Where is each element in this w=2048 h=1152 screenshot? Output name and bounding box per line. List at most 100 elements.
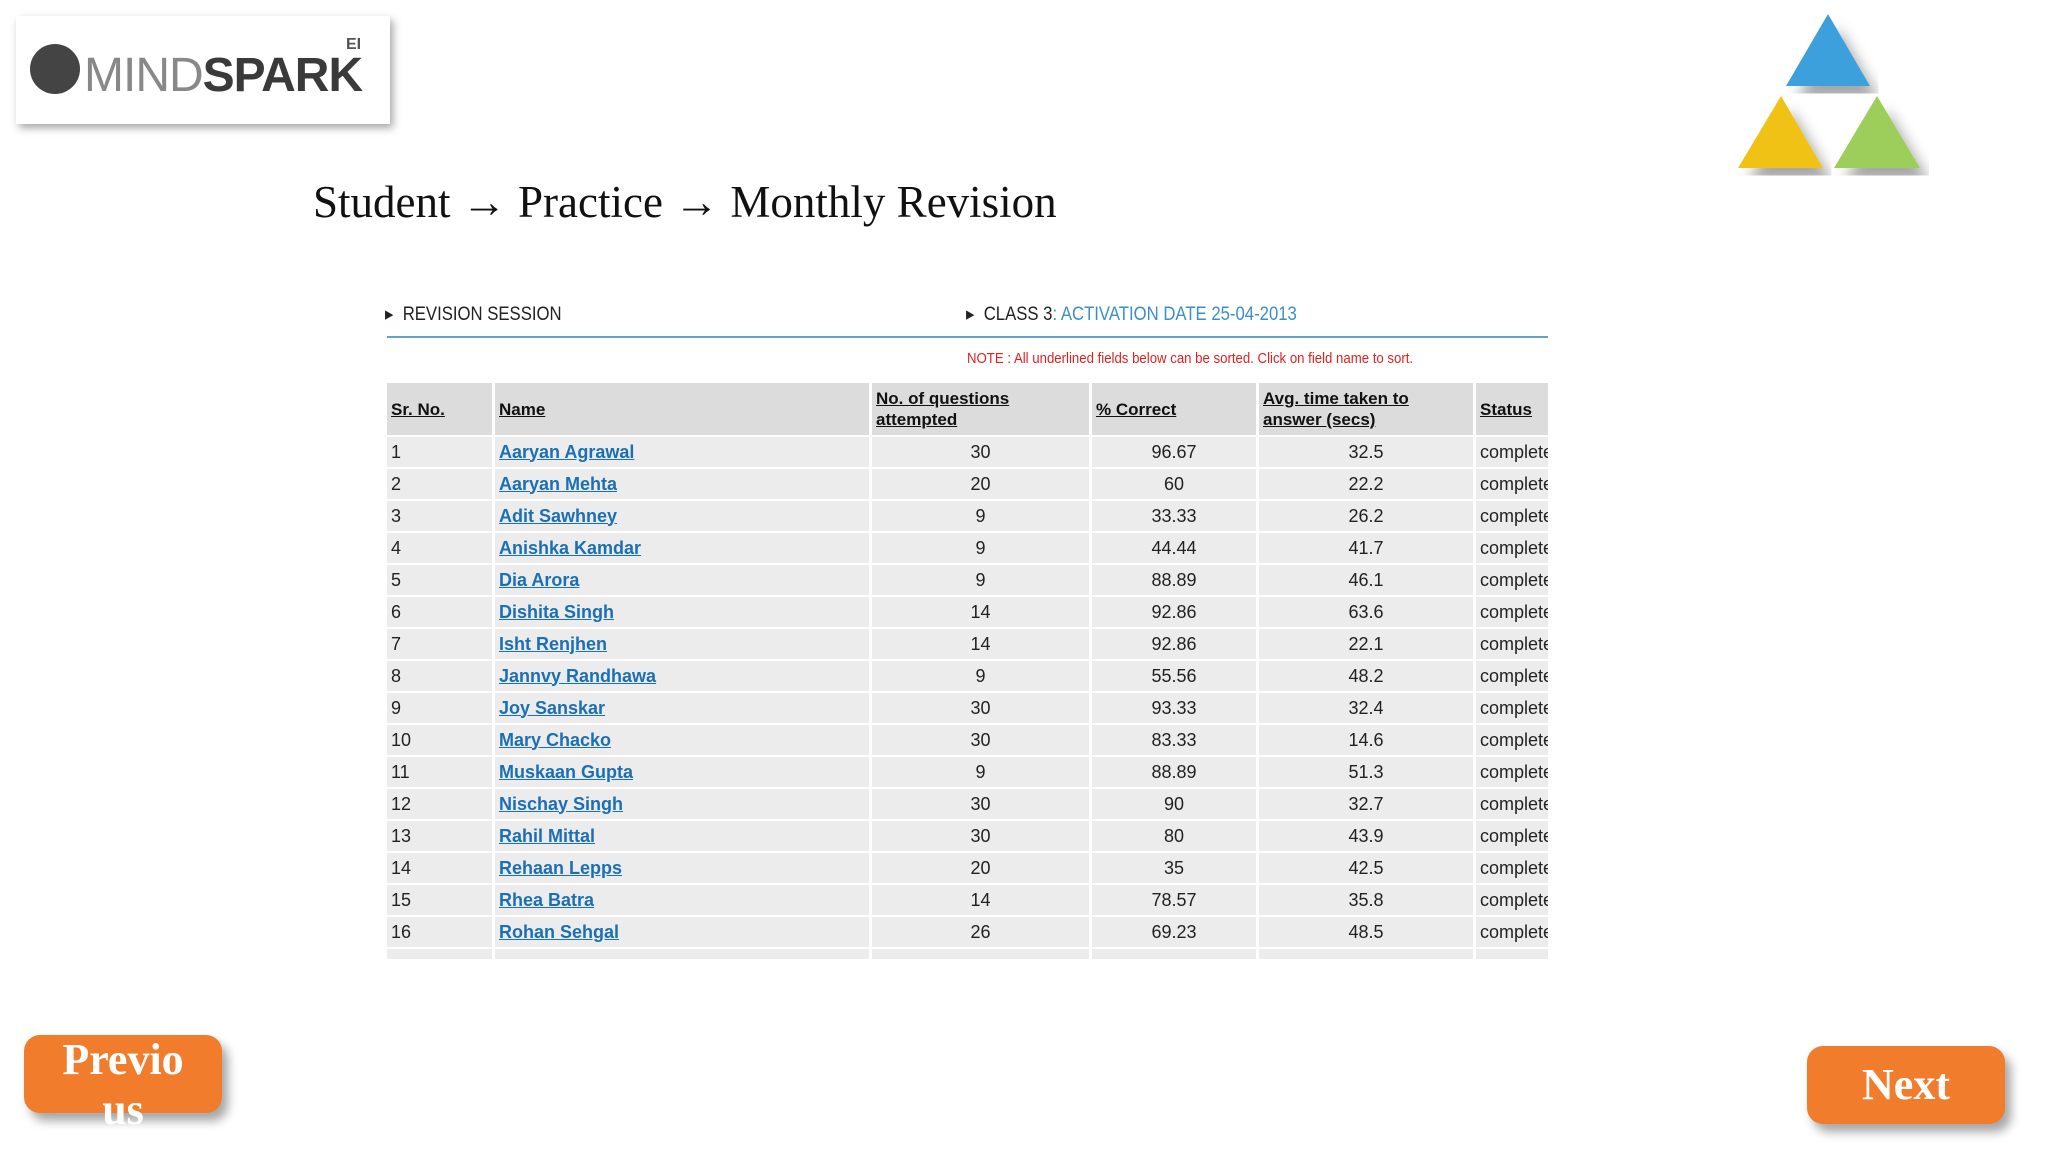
section-label: REVISION SESSION [402,304,562,325]
section-header: ▸ REVISION SESSION [385,304,562,325]
status-cell: completed [1476,597,1548,627]
number-cell: 33.33 [1092,501,1256,531]
class-label: CLASS 3 [983,304,1053,325]
logo-badge: EI [346,36,362,53]
number-cell: 30 [872,437,1089,467]
status-cell: completed [1476,661,1548,691]
status-cell: completed [1476,789,1548,819]
student-link[interactable]: Rhea Batra [499,889,595,910]
serial-cell: 5 [387,565,492,595]
number-cell: 20 [872,469,1089,499]
serial-cell: 16 [387,917,492,947]
previous-button[interactable]: Previous [24,1035,222,1134]
number-cell: 41.7 [1259,533,1473,563]
student-link[interactable]: Nischay Singh [499,793,624,814]
name-cell: Muskaan Gupta [495,757,869,787]
serial-cell: 13 [387,821,492,851]
number-cell: 26.2 [1259,501,1473,531]
serial-cell: 15 [387,885,492,915]
number-cell: 88.89 [1092,757,1256,787]
student-link[interactable]: Rohan Sehgal [499,921,620,942]
serial-cell: 10 [387,725,492,755]
logo-text: MINDSPARK [84,48,363,103]
number-cell: 51.3 [1259,757,1473,787]
serial-cell: 11 [387,757,492,787]
name-cell: Rehaan Lepps [495,853,869,883]
column-header[interactable]: Status [1476,383,1548,435]
number-cell: 60 [1092,469,1256,499]
number-cell: 35 [1092,853,1256,883]
number-cell: 22.2 [1259,469,1473,499]
name-cell: Rohan Sehgal [495,917,869,947]
number-cell: 88.89 [1092,565,1256,595]
number-cell: 44.44 [1092,533,1256,563]
number-cell: 32.5 [1259,437,1473,467]
column-header[interactable]: Sr. No. [387,383,492,435]
number-cell: 93.33 [1092,693,1256,723]
student-link[interactable]: Mary Chacko [499,729,612,750]
cut-off-cell [1259,949,1473,959]
column-header[interactable]: No. of questions attempted [872,383,1089,435]
serial-cell: 3 [387,501,492,531]
serial-cell: 2 [387,469,492,499]
number-cell: 14 [872,885,1089,915]
class-header: ▸ CLASS 3: ACTIVATION DATE 25-04-2013 [966,304,1297,325]
activation-date: : ACTIVATION DATE 25-04-2013 [1052,304,1297,325]
status-cell: completed [1476,821,1548,851]
serial-cell: 4 [387,533,492,563]
status-cell: completed [1476,437,1548,467]
student-link[interactable]: Rahil Mittal [499,825,596,846]
serial-cell: 8 [387,661,492,691]
number-cell: 80 [1092,821,1256,851]
student-link[interactable]: Dishita Singh [499,601,615,622]
name-cell: Dishita Singh [495,597,869,627]
student-link[interactable]: Dia Arora [499,569,580,590]
student-link[interactable]: Muskaan Gupta [499,761,634,782]
student-link[interactable]: Jannvy Randhawa [499,665,657,686]
number-cell: 48.2 [1259,661,1473,691]
name-cell: Isht Renjhen [495,629,869,659]
name-cell: Rahil Mittal [495,821,869,851]
serial-cell: 1 [387,437,492,467]
column-header[interactable]: % Correct [1092,383,1256,435]
status-cell: completed [1476,757,1548,787]
serial-cell: 9 [387,693,492,723]
student-link[interactable]: Isht Renjhen [499,633,608,654]
status-cell: completed [1476,885,1548,915]
number-cell: 14.6 [1259,725,1473,755]
number-cell: 9 [872,661,1089,691]
student-link[interactable]: Aaryan Mehta [499,473,618,494]
number-cell: 55.56 [1092,661,1256,691]
student-link[interactable]: Adit Sawhney [499,505,618,526]
student-link[interactable]: Anishka Kamdar [499,537,642,558]
number-cell: 96.67 [1092,437,1256,467]
cut-off-cell [1092,949,1256,959]
breadcrumb-title: Student → Practice → Monthly Revision [313,177,1057,227]
student-link[interactable]: Rehaan Lepps [499,857,623,878]
logo-part: SPARK [202,49,363,102]
serial-cell: 12 [387,789,492,819]
name-cell: Rhea Batra [495,885,869,915]
number-cell: 30 [872,725,1089,755]
column-header[interactable]: Name [495,383,869,435]
next-button[interactable]: Next [1807,1046,2005,1124]
student-link[interactable]: Joy Sanskar [499,697,606,718]
logo-icon [30,44,80,94]
number-cell: 9 [872,565,1089,595]
cut-off-cell [872,949,1089,959]
column-header[interactable]: Avg. time taken to answer (secs) [1259,383,1473,435]
number-cell: 92.86 [1092,629,1256,659]
serial-cell: 6 [387,597,492,627]
student-link[interactable]: Aaryan Agrawal [499,441,635,462]
status-cell: completed [1476,469,1548,499]
number-cell: 48.5 [1259,917,1473,947]
